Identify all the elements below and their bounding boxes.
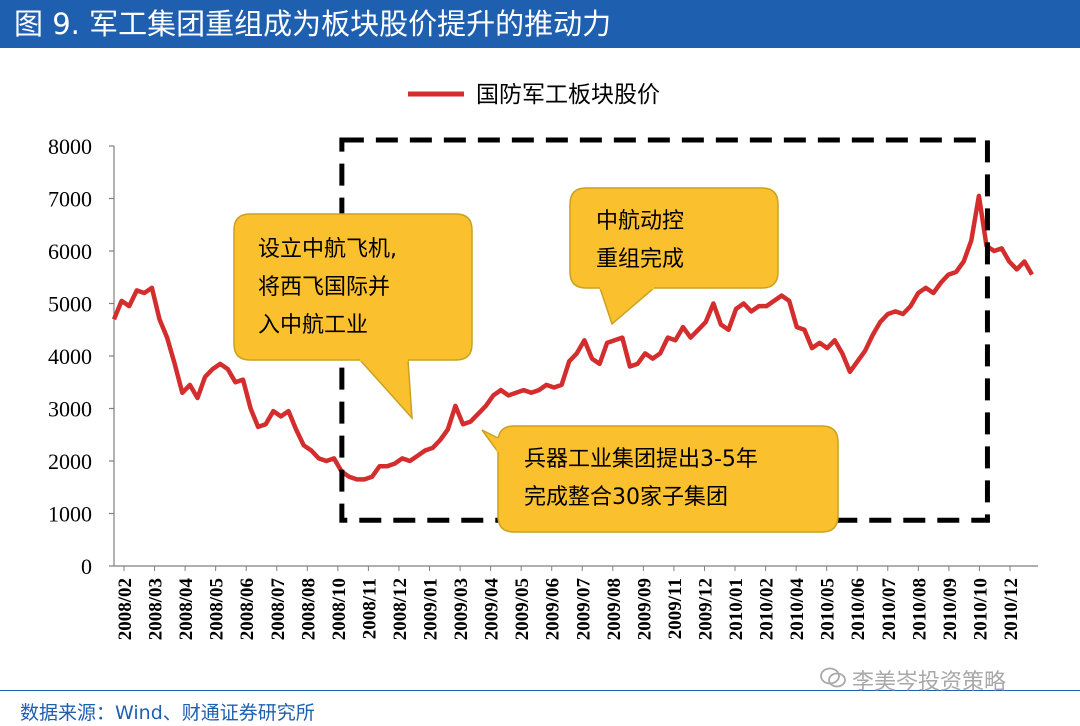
x-tick-label: 2008/04: [176, 578, 197, 641]
x-tick-label: 2008/03: [146, 578, 167, 640]
x-tick-label: 2008/12: [390, 578, 411, 640]
y-tick-label: 5000: [48, 292, 92, 317]
x-tick-label: 2010/05: [818, 578, 839, 640]
x-tick-label: 2009/06: [543, 578, 564, 640]
x-tick-label: 2009/07: [573, 578, 594, 641]
x-tick-label: 2008/10: [329, 578, 350, 640]
x-tick-label: 2008/05: [207, 578, 228, 640]
x-tick-label: 2010/09: [940, 578, 961, 640]
callout-tail: [481, 429, 499, 455]
callout-bubble: [497, 425, 839, 533]
watermark-text: 李美岑投资策略: [852, 670, 1007, 695]
x-tick-label: 2009/03: [451, 578, 472, 640]
watermark: 李美岑投资策略: [820, 664, 1006, 696]
x-tick-label: 2010/01: [726, 578, 747, 640]
callout-text-line: 完成整合30家子集团: [524, 485, 728, 510]
callout-bubble: [233, 213, 473, 361]
x-tick-label: 2008/02: [115, 578, 136, 640]
line-chart: 0 1000 2000 3000 4000 5000 6000 7000 8000 2008/0…: [48, 82, 1038, 640]
callout-text-line: 中航动控: [596, 209, 684, 234]
y-tick-label: 6000: [48, 239, 92, 264]
data-source: 数据来源：Wind、财通证券研究所: [20, 702, 315, 724]
highlight-dashed-box: [339, 137, 990, 523]
x-tick-label: 2008/07: [268, 578, 289, 641]
y-tick-label: 8000: [48, 134, 92, 159]
callout-tail: [598, 287, 657, 326]
y-tick-label: 4000: [48, 344, 92, 369]
x-tick-label: 2010/07: [879, 578, 900, 641]
y-tick-label: 7000: [48, 187, 92, 212]
x-tick-labels: 2008/02 2008/03 2008/04 2008/05 2008/06 2008/…: [115, 566, 1022, 640]
x-tick-label: 2009/09: [634, 578, 655, 640]
x-tick-label: 2010/12: [1001, 578, 1022, 640]
y-tick-label: 2000: [48, 449, 92, 474]
callout-text-line: 重组完成: [596, 247, 684, 272]
wechat-icon: [820, 667, 846, 695]
y-tick-label: 0: [81, 554, 92, 579]
callout-text-line: 兵器工业集团提出3-5年: [524, 447, 758, 472]
x-tick-label: 2009/12: [695, 578, 716, 640]
callout-text-line: 将西飞国际并: [258, 275, 390, 300]
legend-label: 国防军工板块股价: [476, 82, 660, 108]
x-tick-label: 2010/06: [848, 578, 869, 640]
y-tick-labels: 0 1000 2000 3000 4000 5000 6000 7000 8000: [48, 134, 114, 579]
x-tick-label: 2010/02: [757, 578, 778, 640]
callout-bubble: [569, 187, 779, 289]
callout-text-line: 设立中航飞机,: [258, 237, 397, 262]
y-tick-label: 1000: [48, 502, 92, 527]
x-tick-label: 2009/04: [482, 578, 503, 641]
figure-title: 图 9. 军工集团重组成为板块股价提升的推动力: [0, 0, 1080, 48]
x-tick-label: 2010/10: [970, 578, 991, 640]
y-tick-label: 3000: [48, 397, 92, 422]
x-tick-label: 2010/08: [909, 578, 930, 640]
x-tick-label: 2009/08: [604, 578, 625, 640]
footer-divider: [0, 690, 1080, 691]
callout-text-line: 入中航工业: [258, 313, 368, 338]
x-tick-label: 2008/06: [237, 578, 258, 640]
x-tick-label: 2010/04: [787, 578, 808, 641]
x-tick-label: 2008/11: [359, 578, 380, 639]
x-tick-label: 2009/11: [665, 578, 686, 639]
x-tick-label: 2009/01: [421, 578, 442, 640]
series-line: [111, 193, 1034, 482]
x-tick-label: 2009/05: [512, 578, 533, 640]
x-tick-label: 2008/08: [298, 578, 319, 640]
chart-legend: 国防军工板块股价: [408, 82, 660, 108]
callout-tail: [358, 359, 413, 421]
